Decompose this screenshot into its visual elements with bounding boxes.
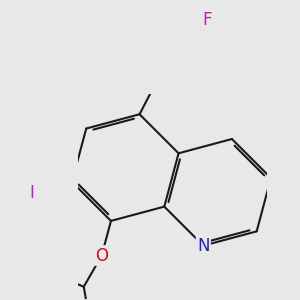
Text: F: F bbox=[202, 11, 212, 29]
Text: I: I bbox=[29, 184, 34, 202]
Text: O: O bbox=[95, 247, 108, 265]
Text: N: N bbox=[197, 237, 210, 255]
